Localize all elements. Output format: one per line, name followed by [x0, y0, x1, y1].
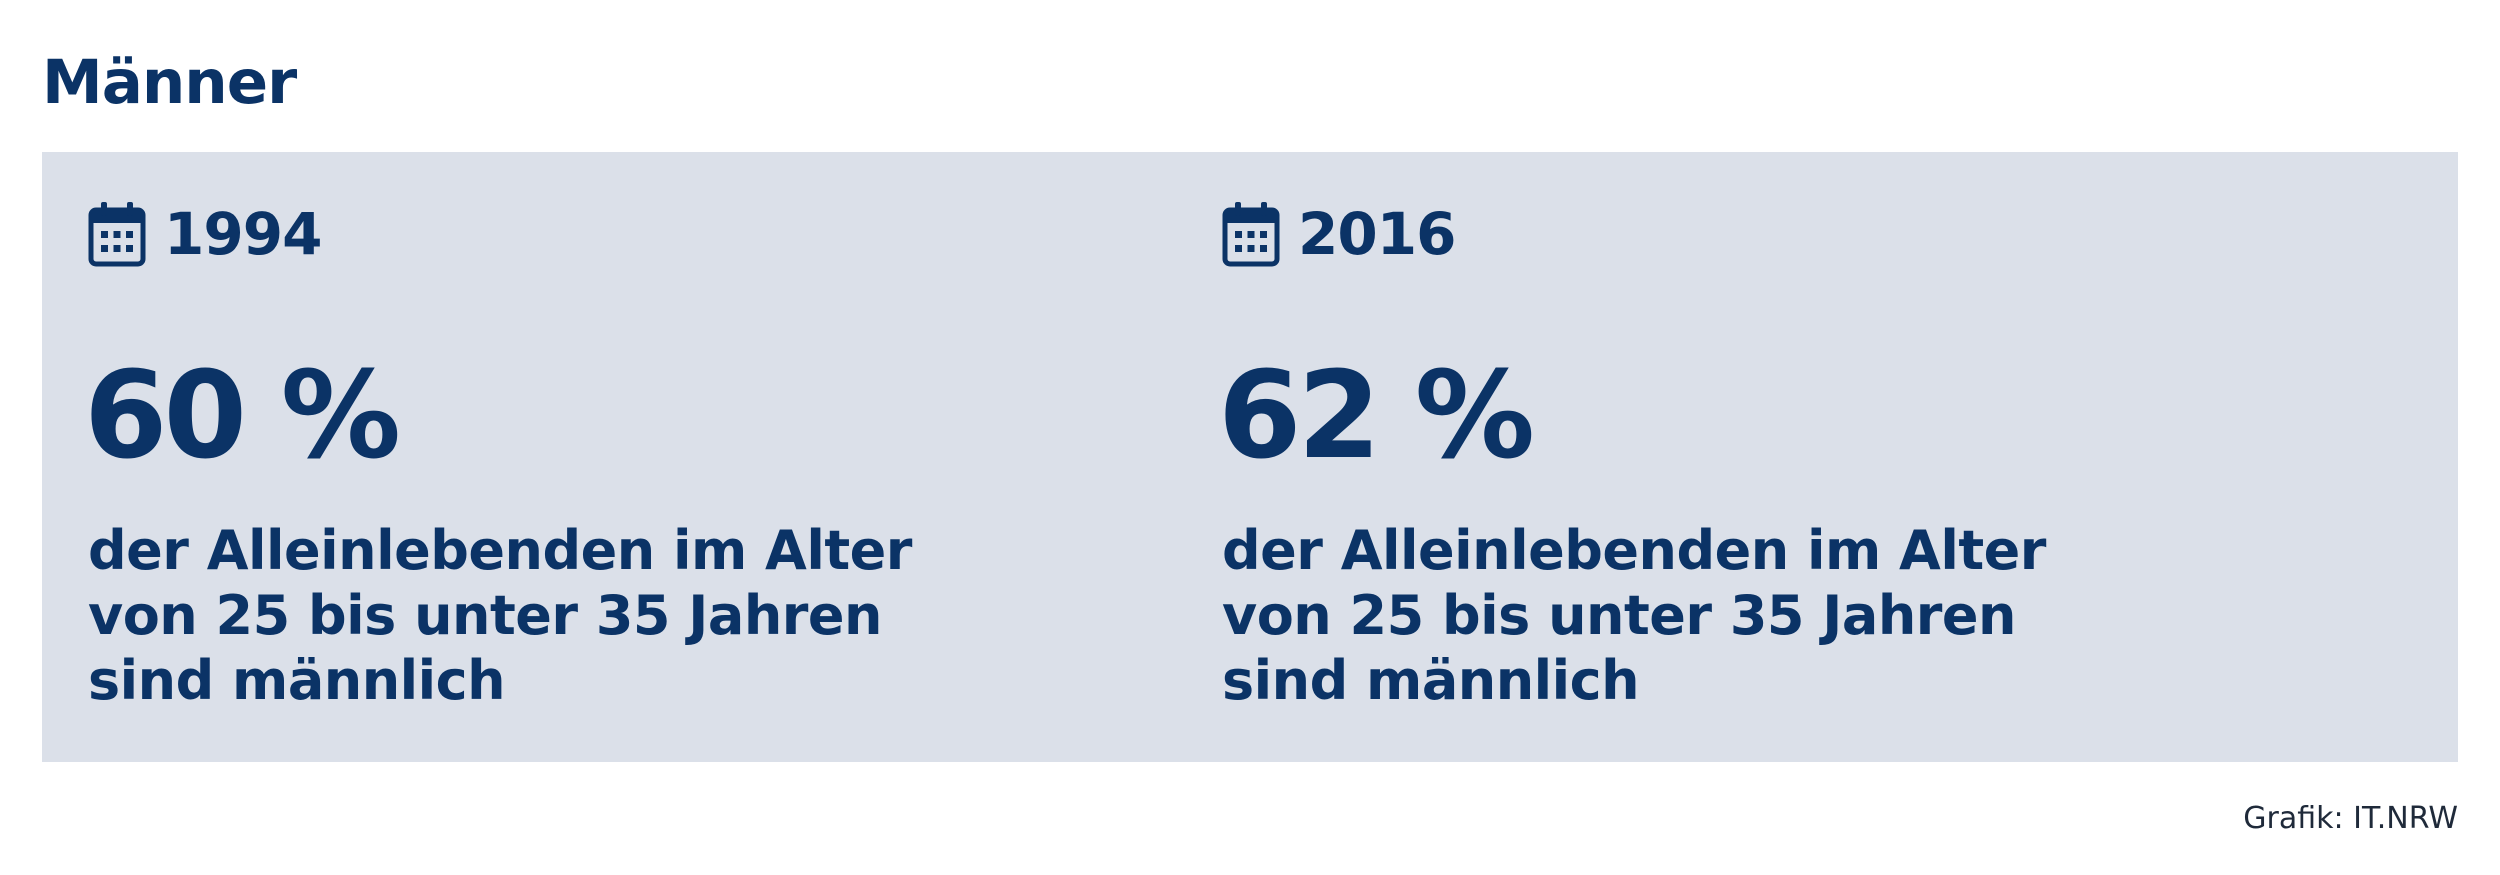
- source-credit: Grafik: IT.NRW: [2243, 801, 2458, 836]
- calendar-icon: [88, 202, 146, 267]
- year-row: 1994: [88, 200, 322, 268]
- year-label: 2016: [1298, 200, 1456, 268]
- stat-card-1994: 1994 60 % der Alleinlebenden im Alter vo…: [84, 152, 1168, 762]
- description-line: sind männlich: [88, 649, 506, 712]
- description-line: sind männlich: [1222, 649, 1640, 712]
- stat-description: der Alleinlebenden im Alter von 25 bis u…: [88, 518, 1168, 713]
- stat-card-2016: 2016 62 % der Alleinlebenden im Alter vo…: [1218, 152, 2302, 762]
- percent-value: 60 %: [84, 347, 401, 486]
- year-label: 1994: [164, 200, 322, 268]
- year-row: 2016: [1222, 200, 1456, 268]
- description-line: der Alleinlebenden im Alter: [88, 519, 912, 582]
- percent-value: 62 %: [1218, 347, 1535, 486]
- stats-panel: 1994 60 % der Alleinlebenden im Alter vo…: [42, 152, 2458, 762]
- description-line: von 25 bis unter 35 Jahren: [1222, 584, 2016, 647]
- stat-description: der Alleinlebenden im Alter von 25 bis u…: [1222, 518, 2302, 713]
- calendar-icon: [1222, 202, 1280, 267]
- description-line: von 25 bis unter 35 Jahren: [88, 584, 882, 647]
- page-title: Männer: [42, 47, 297, 118]
- description-line: der Alleinlebenden im Alter: [1222, 519, 2046, 582]
